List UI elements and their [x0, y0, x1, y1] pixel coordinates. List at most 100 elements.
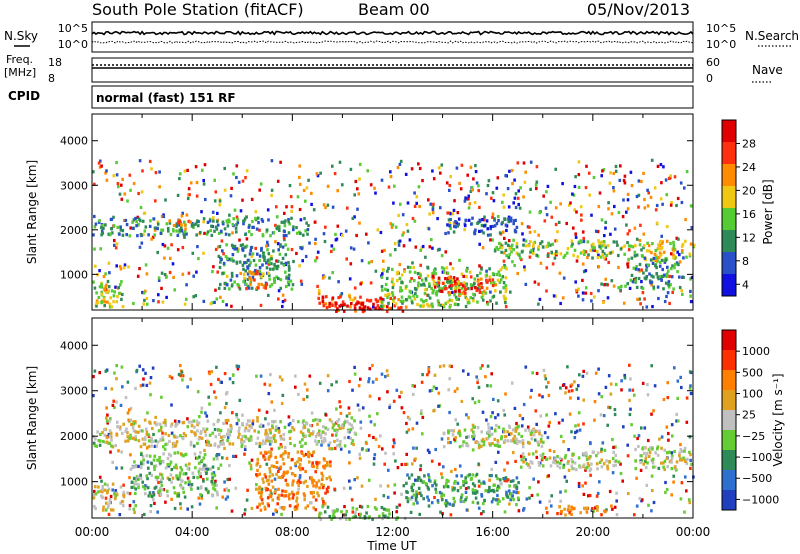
heatmap-cell: [483, 498, 486, 502]
heatmap-cell: [437, 166, 441, 170]
heatmap-cell: [598, 480, 601, 484]
heatmap-cell: [336, 438, 339, 442]
colorbar-tick-label: 28: [742, 137, 756, 150]
heatmap-cell: [105, 368, 109, 372]
heatmap-cell: [585, 454, 588, 458]
heatmap-cell: [420, 409, 423, 413]
heatmap-cell: [303, 425, 307, 429]
heatmap-cell: [520, 458, 524, 462]
heatmap-cell: [494, 416, 497, 420]
heatmap-cell: [153, 444, 157, 448]
heatmap-cell: [354, 511, 357, 515]
heatmap-cell: [655, 256, 658, 260]
heatmap-cell: [490, 467, 493, 471]
heatmap-cell: [487, 426, 491, 430]
heatmap-cell: [386, 295, 389, 299]
heatmap-cell: [161, 431, 164, 435]
heatmap-cell: [531, 452, 535, 456]
heatmap-cell: [651, 459, 654, 463]
heatmap-cell: [265, 228, 269, 232]
heatmap-cell: [235, 422, 239, 426]
heatmap-cell: [433, 282, 437, 286]
heatmap-cell: [172, 229, 175, 233]
heatmap-cell: [306, 388, 309, 392]
heatmap-cell: [333, 446, 337, 450]
heatmap-cell: [183, 220, 186, 224]
heatmap-cell: [688, 435, 692, 439]
heatmap-cell: [556, 230, 559, 234]
heatmap-cell: [542, 194, 545, 198]
heatmap-cell: [597, 253, 600, 257]
heatmap-cell: [170, 467, 174, 472]
heatmap-cell: [365, 441, 368, 446]
heatmap-cell: [353, 286, 357, 290]
heatmap-cell: [640, 248, 643, 252]
heatmap-cell: [309, 432, 312, 436]
heatmap-cell: [549, 200, 552, 204]
heatmap-cell: [210, 224, 213, 228]
heatmap-cell: [154, 439, 158, 443]
heatmap-cell: [508, 484, 511, 488]
heatmap-cell: [456, 303, 460, 307]
heatmap-cell: [132, 437, 135, 441]
heatmap-cell: [506, 461, 509, 465]
heatmap-cell: [448, 502, 452, 506]
heatmap-cell: [642, 271, 645, 275]
heatmap-cell: [401, 301, 404, 305]
heatmap-cell: [245, 422, 249, 426]
heatmap-cell: [502, 294, 506, 298]
heatmap-cell: [597, 367, 600, 371]
heatmap-cell: [270, 492, 273, 496]
heatmap-cell: [272, 231, 276, 235]
heatmap-cell: [532, 242, 535, 246]
heatmap-cell: [417, 162, 420, 166]
heatmap-cell: [559, 456, 562, 460]
heatmap-cell: [259, 182, 263, 186]
heatmap-cell: [617, 210, 621, 215]
heatmap-cell: [577, 411, 581, 415]
heatmap-cell: [267, 436, 270, 440]
heatmap-cell: [243, 276, 246, 280]
heatmap-cell: [639, 460, 642, 465]
heatmap-cell: [287, 264, 291, 268]
heatmap-cell: [117, 185, 120, 189]
heatmap-cell: [678, 285, 682, 290]
colorbar-tick-label: 16: [742, 208, 756, 221]
heatmap-cell: [388, 405, 391, 410]
heatmap-cell: [501, 266, 504, 270]
heatmap-cell: [535, 455, 539, 459]
heatmap-cell: [643, 445, 647, 450]
heatmap-cell: [178, 474, 181, 478]
heatmap-cell: [436, 248, 440, 252]
heatmap-cell: [180, 226, 183, 230]
heatmap-cell: [255, 269, 259, 274]
heatmap-cell: [469, 165, 473, 169]
heatmap-cell: [272, 249, 275, 253]
heatmap-cell: [301, 421, 305, 425]
heatmap-cell: [217, 453, 221, 457]
heatmap-cell: [422, 497, 425, 501]
heatmap-cell: [163, 244, 167, 248]
heatmap-cell: [302, 397, 305, 401]
heatmap-cell: [235, 274, 239, 278]
heatmap-cell: [219, 229, 223, 233]
heatmap-cell: [101, 508, 105, 512]
heatmap-cell: [568, 511, 571, 515]
heatmap-cell: [138, 267, 141, 271]
heatmap-cell: [668, 301, 671, 305]
heatmap-cell: [120, 365, 124, 369]
heatmap-cell: [316, 422, 319, 426]
heatmap-cell: [476, 501, 480, 505]
heatmap-cell: [572, 452, 575, 456]
heatmap-cell: [420, 380, 424, 384]
heatmap-cell: [303, 217, 306, 221]
heatmap-cell: [145, 296, 149, 301]
heatmap-cell: [270, 254, 273, 259]
heatmap-cell: [111, 231, 114, 235]
heatmap-cell: [646, 188, 649, 192]
heatmap-cell: [317, 479, 321, 483]
heatmap-cell: [291, 426, 294, 430]
heatmap-cell: [179, 506, 183, 510]
heatmap-cell: [173, 451, 177, 455]
heatmap-cell: [576, 255, 580, 259]
